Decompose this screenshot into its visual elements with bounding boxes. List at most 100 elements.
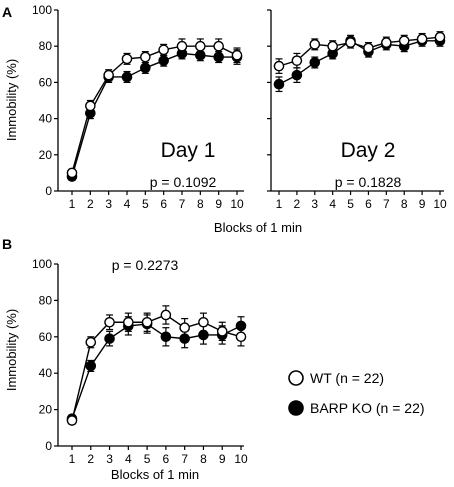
panel-b-ytick-label: 100 (32, 257, 52, 271)
panel-b-xtick-label: 1 (69, 452, 76, 466)
day1-point-wt (66, 167, 78, 179)
panel-b-point-ko (104, 333, 115, 344)
panel-b-ytick-label: 80 (39, 293, 53, 307)
day1-point-ko (140, 62, 151, 74)
day2-plot: 1 2 3 4 5 6 7 8 9 10 (267, 9, 447, 211)
day1-point-ko (121, 71, 133, 83)
day2-point-wt (434, 31, 446, 43)
day1-point-wt (176, 40, 188, 52)
day1-point-wt (231, 49, 243, 61)
panel-b-series-line-wt (71, 314, 242, 421)
day1-point-ko (158, 55, 169, 66)
legend-ko-label: BARP KO (n = 22) (310, 400, 425, 416)
panel-b-xtick-label: 10 (234, 452, 248, 466)
day1-ytick-label: 20 (39, 148, 53, 162)
day1-pvalue: p = 0.1092 (150, 174, 217, 190)
panel-b-point-ko (160, 331, 172, 343)
panel-b-xtick-label: 3 (106, 452, 113, 466)
day1-ytick-label: 60 (39, 75, 53, 89)
day1-series-line-wt (71, 45, 238, 174)
day1-xtick-label: 1 (69, 197, 76, 211)
panel-b-xtick-label: 4 (125, 452, 132, 466)
legend-wt-label: WT (n = 22) (310, 370, 384, 386)
panel-b-xlabel: Blocks of 1 min (111, 467, 199, 482)
day2-series-line-wt (278, 36, 441, 67)
day1-xtick-label: 2 (87, 197, 94, 211)
day2-xtick-label: 1 (276, 197, 283, 211)
day1-xtick-label: 4 (124, 197, 131, 211)
day2-xtick-label: 9 (419, 197, 426, 211)
day1-point-wt (195, 40, 206, 52)
day1-point-wt (85, 100, 96, 112)
panel-b-series-line-ko (71, 323, 242, 419)
panel-b-ytick-label: 20 (39, 403, 53, 417)
panel-b-point-wt (104, 316, 115, 328)
day1-point-ko (195, 49, 206, 61)
day-plots-ylabel: Immobility (%) (4, 59, 19, 141)
day1-point-ko (213, 51, 224, 63)
panel-b-point-wt (235, 331, 247, 343)
day2-series-line-ko (278, 39, 440, 85)
day1-point-wt (140, 51, 151, 63)
panel-b-point-wt (160, 309, 172, 321)
day1-xtick-label: 3 (105, 197, 112, 211)
day2-xtick-label: 8 (401, 197, 408, 211)
panel-b-ytick-label: 60 (39, 330, 53, 344)
day1-ytick-label: 40 (39, 112, 53, 126)
panel-b-point-wt (216, 326, 228, 337)
panel-b-xtick-label: 7 (181, 452, 188, 466)
day1-point-wt (158, 44, 169, 56)
day2-point-ko (291, 69, 303, 81)
day1-xtick-label: 9 (215, 197, 222, 211)
day2-xtick-label: 6 (365, 197, 372, 211)
day2-point-ko (309, 57, 321, 68)
day1-xtick-label: 7 (179, 197, 186, 211)
day2-point-wt (327, 40, 338, 52)
panel-b-plot: 0 20 40 60 80 100 1 2 3 4 5 6 7 8 9 10 (32, 257, 248, 466)
day1-xtick-label: 5 (142, 197, 149, 211)
panel-b-ytick-label: 40 (39, 366, 53, 380)
panel-b-point-ko (235, 320, 247, 332)
day1-ytick-label: 0 (45, 184, 52, 198)
day2-xtick-label: 3 (311, 197, 318, 211)
day2-xtick-label: 2 (294, 197, 301, 211)
day2-xtick-label: 10 (433, 197, 447, 211)
day2-label: Day 2 (341, 139, 396, 162)
day1-plot: 0 20 40 60 80 100 1 2 3 4 5 6 7 8 9 10 (32, 3, 244, 211)
panel-b-point-wt (141, 316, 153, 328)
panel-b-point-wt (66, 415, 78, 426)
legend: WT (n = 22) BARP KO (n = 22) (288, 370, 425, 416)
day1-label: Day 1 (161, 139, 216, 162)
day2-point-wt (291, 55, 303, 66)
day1-point-wt (103, 69, 114, 81)
day2-point-ko (273, 78, 285, 90)
panel-b-xtick-label: 6 (163, 452, 170, 466)
day1-point-wt (121, 53, 133, 65)
panel-b-xtick-label: 5 (144, 452, 151, 466)
legend-ko-marker (288, 400, 304, 416)
day1-point-wt (213, 40, 224, 52)
panel-b-point-ko (85, 360, 97, 372)
day1-xtick-label: 8 (197, 197, 204, 211)
panel-label-b: B (2, 236, 12, 252)
panel-b-ylabel: Immobility (%) (4, 309, 19, 391)
panel-b-pvalue: p = 0.2273 (112, 257, 179, 273)
panel-b-xtick-label: 2 (87, 452, 94, 466)
day-plots-xlabel: Blocks of 1 min (214, 220, 302, 235)
panel-b-ytick-label: 0 (45, 439, 52, 453)
day2-pvalue: p = 0.1828 (335, 174, 402, 190)
panel-b-point-wt (85, 336, 97, 348)
day2-point-wt (273, 60, 285, 72)
day2-point-wt (345, 37, 356, 48)
day2-xtick-label: 4 (329, 197, 336, 211)
day2-xtick-label: 5 (347, 197, 354, 211)
day2-point-wt (363, 42, 374, 54)
panel-b-point-wt (198, 316, 209, 328)
day2-point-wt (416, 33, 428, 45)
day2-point-wt (309, 39, 321, 50)
panel-b-point-ko (198, 329, 209, 341)
day1-xtick-label: 10 (230, 197, 244, 211)
panel-b-point-wt (179, 322, 190, 334)
panel-label-a: A (2, 4, 12, 20)
